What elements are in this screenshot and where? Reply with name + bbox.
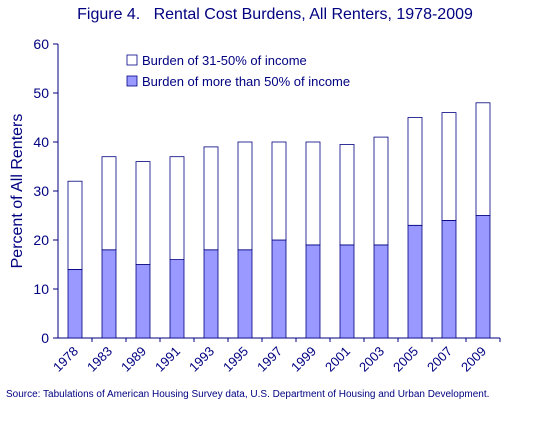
- y-tick-label: 50: [33, 85, 49, 101]
- bar-moderate-2007: [441, 112, 457, 221]
- bar-moderate-2001: [339, 144, 355, 246]
- x-tick-label: 2001: [322, 344, 353, 375]
- x-tick-label: 2009: [458, 344, 489, 375]
- bar-moderate-1989: [135, 161, 151, 265]
- y-tick-label: 10: [33, 281, 49, 297]
- x-tick-label: 1997: [254, 344, 285, 375]
- bar-moderate-2003: [373, 136, 389, 246]
- y-axis-title: Percent of All Renters: [9, 114, 26, 269]
- bar-moderate-1983: [101, 156, 117, 251]
- legend-label: Burden of more than 50% of income: [142, 74, 350, 89]
- bar-severe-1995: [237, 249, 253, 339]
- chart-title: Figure 4. Rental Cost Burdens, All Rente…: [77, 6, 473, 23]
- x-tick-label: 1978: [50, 344, 81, 375]
- bar-moderate-2005: [407, 117, 423, 226]
- x-tick-label: 2003: [356, 344, 387, 375]
- x-tick-label: 1999: [288, 344, 319, 375]
- bar-moderate-1978: [67, 180, 83, 270]
- x-tick-label: 1983: [84, 344, 115, 375]
- x-tick-label: 1991: [152, 344, 183, 375]
- bar-severe-2005: [407, 224, 423, 339]
- y-tick-label: 20: [33, 232, 49, 248]
- bar-severe-1997: [271, 239, 287, 339]
- x-tick-label: 2005: [390, 344, 421, 375]
- bar-severe-1993: [203, 249, 219, 339]
- bar-severe-2001: [339, 244, 355, 339]
- bar-severe-1983: [101, 249, 117, 339]
- bar-severe-2009: [475, 215, 491, 339]
- y-tick-label: 30: [33, 183, 49, 199]
- x-tick-label: 1993: [186, 344, 217, 375]
- x-tick-label: 1995: [220, 344, 251, 375]
- bar-severe-1989: [135, 264, 151, 339]
- bar-moderate-1993: [203, 146, 219, 251]
- y-tick-label: 0: [41, 330, 49, 346]
- x-tick-label: 2007: [424, 344, 455, 375]
- x-tick-label: 1989: [118, 344, 149, 375]
- bar-severe-2007: [441, 219, 457, 339]
- bar-severe-1978: [67, 268, 83, 339]
- legend-label: Burden of 31-50% of income: [142, 53, 307, 68]
- bar-severe-2003: [373, 244, 389, 339]
- bar-moderate-1997: [271, 141, 287, 241]
- bar-severe-1999: [305, 244, 321, 339]
- bar-moderate-1999: [305, 141, 321, 246]
- y-tick-label: 60: [33, 36, 49, 52]
- bar-moderate-1995: [237, 141, 253, 251]
- legend-swatch: [126, 54, 138, 66]
- bar-severe-1991: [169, 259, 185, 339]
- y-tick-label: 40: [33, 134, 49, 150]
- legend-swatch: [126, 75, 138, 87]
- source-note: Source: Tabulations of American Housing …: [6, 389, 490, 400]
- bar-moderate-1991: [169, 156, 185, 260]
- bar-moderate-2009: [475, 102, 491, 216]
